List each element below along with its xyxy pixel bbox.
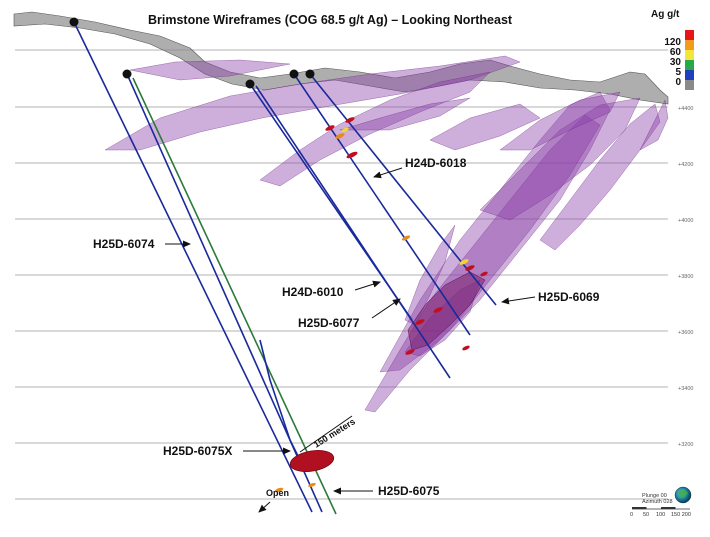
label-h24d-6010: H24D-6010 [282,285,344,299]
wireframe [259,71,491,187]
intercept [465,265,475,271]
elevation-label: +4000 [678,218,693,224]
arrow-h24d-6018 [373,167,403,179]
scale-tick: 100 [656,512,665,518]
legend-value: 5 [675,67,681,78]
scale-ruler-block [632,507,647,509]
intercept [345,117,355,123]
arrow-h24d-6010 [354,280,381,291]
target-zone [289,450,335,472]
orientation-widget: Plunge 00 Azimuth 028 0 50 100 150 200 [630,486,692,518]
drillhole-h25d-6075 [132,77,337,515]
open-arrow [258,501,271,513]
scale-ruler-block [661,507,676,509]
legend-swatch-60 [685,40,694,50]
label-h25d-6069: H25D-6069 [538,290,600,304]
label-h24d-6018: H24D-6018 [405,156,467,170]
legend-swatch-null [685,80,694,90]
legend-value: 120 [664,37,681,48]
intercept [325,125,335,131]
topography-surface [13,11,669,105]
label-h25d-6075: H25D-6075 [378,484,440,498]
elevation-label: +3800 [678,274,693,280]
elevation-grid [15,49,668,500]
wireframe [129,59,291,81]
label-h25d-6074: H25D-6074 [93,237,155,251]
elevation-label: +4400 [678,106,693,112]
elevation-label: +4200 [678,162,693,168]
wireframe [499,91,621,151]
scale-tick: 150 200 [671,512,691,518]
intercept [308,482,316,488]
vein-wireframes [104,55,669,413]
elevation-labels: +4400 +4200 +4000 +3800 +3600 +3400 +320… [678,106,693,448]
intercept [341,127,349,133]
wireframe [429,103,541,151]
legend-value: 60 [670,47,682,58]
scale-tick: 0 [630,512,633,518]
intercept [462,345,470,351]
intercept [335,133,345,139]
drillhole-h25d-6077 [255,85,451,379]
collar [122,69,132,79]
legend-swatch-120 [685,30,694,40]
legend-title: Ag g/t [651,9,680,20]
globe-land-icon [678,489,688,498]
collar [245,79,255,89]
wireframe [339,97,471,131]
plunge-label: Plunge 00 [642,493,667,499]
intercepts [274,117,488,493]
collar-markers [69,17,315,89]
wireframe [479,97,641,221]
label-h25d-6075x: H25D-6075X [163,444,232,458]
intercept [405,349,415,355]
scale-tick: 50 [643,512,649,518]
legend-value: 0 [675,77,681,88]
legend-swatch-5 [685,60,694,70]
intercept [346,151,358,159]
legend-value: 30 [670,57,682,68]
arrow-h25d-6069 [501,296,536,305]
mineralized-core [407,271,486,351]
wireframe [104,55,521,151]
collar [69,17,79,27]
drillhole-h25d-6069 [309,73,497,306]
elevation-label: +3400 [678,386,693,392]
drill-holes [73,21,497,515]
scale-bar [299,415,353,453]
scale-bar-label: 150 meters [312,416,357,449]
intercept [459,259,469,265]
grade-legend: Ag g/t 120 60 30 5 0 [651,9,694,90]
elevation-label: +3600 [678,330,693,336]
intercept [480,271,488,277]
elevation-label: +3200 [678,442,693,448]
arrow-h25d-6077 [371,298,401,319]
hole-labels: H25D-6074 H24D-6018 H24D-6010 H25D-6077 … [93,156,600,498]
intercept [433,307,443,313]
collar [305,69,315,79]
intercept [415,319,425,325]
collar [289,69,299,79]
intercept [274,487,284,493]
legend-swatch-0 [685,70,694,80]
drillhole-branch [259,339,306,471]
wireframe [539,103,661,251]
drillhole-h25d-6074 [73,21,313,513]
intercept [401,235,411,241]
label-h25d-6077: H25D-6077 [298,316,360,330]
legend-swatch-30 [685,50,694,60]
open-label: Open [266,488,289,498]
page-title: Brimstone Wireframes (COG 68.5 g/t Ag) –… [148,13,513,27]
wireframe [639,99,669,151]
drillhole-h24d-6018 [293,73,471,336]
azimuth-label: Azimuth 028 [642,499,673,505]
